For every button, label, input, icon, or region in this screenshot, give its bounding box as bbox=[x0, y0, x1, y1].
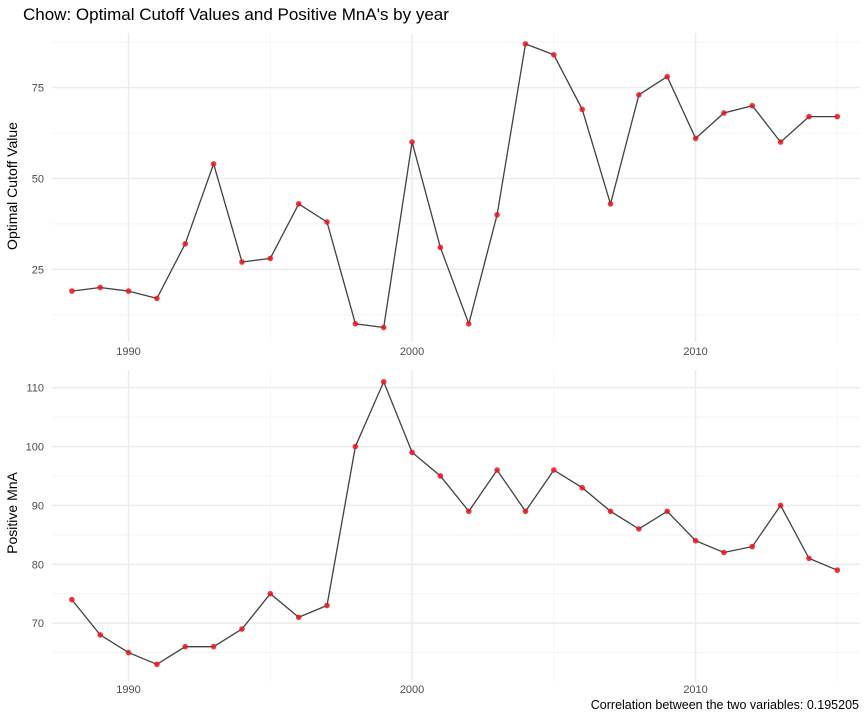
cutoff-data-point bbox=[409, 139, 415, 145]
mna-data-point bbox=[692, 537, 699, 544]
mna-data-point bbox=[267, 590, 274, 597]
cutoff-data-point bbox=[579, 106, 585, 113]
mna-data-point bbox=[834, 567, 841, 573]
cutoff-data-point bbox=[607, 201, 614, 207]
mna-data-point bbox=[636, 526, 642, 532]
mna-x-tick-label: 2000 bbox=[400, 684, 424, 696]
mna-data-point bbox=[664, 508, 671, 515]
mna-data-point bbox=[522, 508, 529, 515]
cutoff-data-point bbox=[182, 241, 189, 247]
mna-y-tick-label: 90 bbox=[32, 500, 44, 512]
mna-y-tick-label: 110 bbox=[26, 383, 44, 395]
cutoff-data-point bbox=[465, 321, 472, 327]
chart-title: Chow: Optimal Cutoff Values and Positive… bbox=[23, 5, 449, 24]
mna-data-point bbox=[324, 602, 330, 609]
mna-data-point bbox=[380, 378, 387, 385]
cutoff-panel: 1990 2000 2010 25 50 75 Optimal Cutoff Value bbox=[4, 33, 860, 358]
cutoff-y-tick-label: 50 bbox=[32, 173, 44, 185]
mna-data-point bbox=[182, 643, 189, 650]
cutoff-y-axis-title: Optimal Cutoff Value bbox=[4, 122, 20, 250]
mna-data-point bbox=[607, 508, 614, 515]
mna-data-point bbox=[125, 649, 132, 656]
cutoff-data-point bbox=[777, 139, 784, 145]
mna-data-point bbox=[437, 473, 444, 479]
cutoff-data-point bbox=[324, 219, 330, 225]
cutoff-series-line bbox=[71, 43, 838, 329]
cutoff-data-point bbox=[295, 201, 302, 207]
mna-y-axis-title: Positive MnA bbox=[4, 471, 20, 553]
mna-data-point bbox=[97, 632, 103, 638]
cutoff-data-point bbox=[692, 135, 699, 142]
cutoff-x-tick-label: 1990 bbox=[116, 346, 140, 358]
cutoff-y-tick-label: 25 bbox=[32, 264, 44, 276]
cutoff-data-point bbox=[210, 161, 217, 167]
mna-data-point bbox=[154, 661, 160, 668]
cutoff-series bbox=[69, 41, 841, 331]
mna-data-point bbox=[579, 484, 585, 491]
mna-data-point bbox=[749, 543, 756, 550]
cutoff-data-point bbox=[749, 102, 756, 109]
mna-data-point bbox=[777, 502, 784, 509]
mna-data-point bbox=[69, 596, 75, 603]
mna-data-point bbox=[721, 549, 727, 556]
cutoff-data-point bbox=[721, 110, 727, 116]
cutoff-data-point bbox=[834, 113, 841, 120]
mna-data-point bbox=[494, 467, 500, 473]
mna-data-point bbox=[551, 467, 557, 473]
mna-data-point bbox=[465, 508, 472, 515]
mna-data-point bbox=[210, 643, 217, 650]
cutoff-data-point bbox=[551, 52, 557, 58]
cutoff-data-point bbox=[69, 288, 75, 294]
mna-series-line bbox=[71, 380, 838, 666]
cutoff-data-point bbox=[437, 244, 444, 251]
cutoff-grid bbox=[52, 33, 860, 342]
mna-data-point bbox=[352, 443, 359, 450]
cutoff-data-point bbox=[267, 255, 274, 262]
mna-y-tick-label: 100 bbox=[26, 442, 44, 454]
mna-series bbox=[69, 378, 841, 668]
cutoff-data-point bbox=[97, 284, 103, 291]
cutoff-data-point bbox=[494, 211, 500, 218]
cutoff-y-tick-label: 75 bbox=[32, 83, 44, 95]
cutoff-x-tick-label: 2010 bbox=[683, 346, 707, 358]
mna-panel: 1990 2000 2010 70 80 90 100 110 Positive MnA bbox=[4, 370, 860, 696]
cutoff-data-point bbox=[352, 321, 359, 327]
cutoff-x-tick-label: 2000 bbox=[400, 346, 424, 358]
mna-x-tick-label: 2010 bbox=[683, 684, 707, 696]
mna-x-tick-label: 1990 bbox=[116, 684, 140, 696]
mna-data-point bbox=[806, 555, 812, 562]
cutoff-data-point bbox=[806, 113, 812, 120]
mna-y-tick-label: 80 bbox=[32, 559, 44, 571]
mna-data-point bbox=[239, 626, 245, 632]
mna-grid bbox=[52, 370, 860, 682]
cutoff-data-point bbox=[380, 324, 387, 331]
cutoff-data-point bbox=[664, 73, 671, 80]
cutoff-data-point bbox=[125, 288, 132, 294]
mna-y-tick-label: 70 bbox=[32, 618, 44, 630]
cutoff-data-point bbox=[154, 295, 160, 302]
cutoff-ticks: 1990 2000 2010 25 50 75 bbox=[32, 83, 708, 358]
mna-ticks: 1990 2000 2010 70 80 90 100 110 bbox=[26, 383, 708, 696]
cutoff-data-point bbox=[239, 259, 245, 265]
cutoff-data-point bbox=[522, 41, 529, 47]
mna-data-point bbox=[409, 449, 415, 456]
correlation-caption: Correlation between the two variables: 0… bbox=[591, 698, 859, 712]
mna-data-point bbox=[295, 614, 302, 621]
cutoff-data-point bbox=[636, 92, 642, 98]
